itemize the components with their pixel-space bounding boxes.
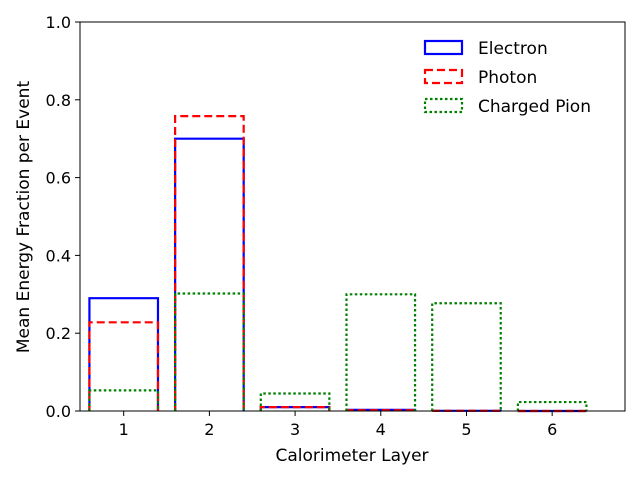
y-tick-label: 0.0 [46, 402, 71, 421]
bar-charged-pion-layer-5 [431, 302, 502, 411]
x-axis-label: Calorimeter Layer [275, 446, 428, 466]
bar-charged-pion-layer-2 [174, 292, 245, 411]
bar-charged-pion-layer-3 [259, 392, 331, 411]
x-tick-label: 4 [376, 420, 386, 439]
y-tick-label: 0.2 [46, 324, 71, 343]
series-electron [88, 137, 587, 413]
legend-label: Charged Pion [478, 97, 591, 117]
x-tick-label: 1 [119, 420, 129, 439]
y-tick-label: 1.0 [46, 13, 71, 32]
legend-swatch [423, 39, 464, 56]
bar-electron-layer-2 [174, 137, 245, 411]
legend-label: Electron [478, 39, 548, 59]
legend-swatch [423, 68, 464, 85]
legend-entry-charged-pion: Charged Pion [423, 97, 591, 117]
plot-frame [79, 21, 626, 412]
legend-entry-photon: Photon [423, 68, 537, 88]
bar-photon-layer-3 [259, 406, 331, 411]
bars-layer [88, 115, 588, 413]
series-photon [88, 115, 587, 413]
legend: Electron Photon Charged Pion [423, 39, 591, 117]
bar-photon-layer-1 [88, 321, 160, 411]
x-tick-label: 3 [290, 420, 300, 439]
x-tick-label: 5 [461, 420, 471, 439]
bar-charged-pion-layer-1 [88, 389, 160, 411]
x-tick-label: 6 [547, 420, 557, 439]
y-tick-label: 0.4 [46, 246, 71, 265]
legend-label: Photon [478, 68, 537, 88]
y-axis: 0.0 0.2 0.4 0.6 0.8 1.0 [46, 13, 80, 421]
bar-charged-pion-layer-4 [345, 293, 417, 411]
legend-swatch [423, 97, 464, 114]
bar-charged-pion-layer-6 [516, 400, 588, 411]
bar-electron-layer-1 [88, 297, 160, 411]
series-charged-pion [88, 292, 588, 411]
y-tick-label: 0.6 [46, 169, 71, 188]
bar-photon-layer-2 [174, 115, 245, 411]
legend-entry-electron: Electron [423, 39, 548, 59]
x-tick-label: 2 [204, 420, 214, 439]
y-axis-label: Mean Energy Fraction per Event [14, 81, 34, 354]
y-tick-label: 0.8 [46, 91, 71, 110]
x-axis: 1 2 3 4 5 6 [119, 411, 557, 439]
